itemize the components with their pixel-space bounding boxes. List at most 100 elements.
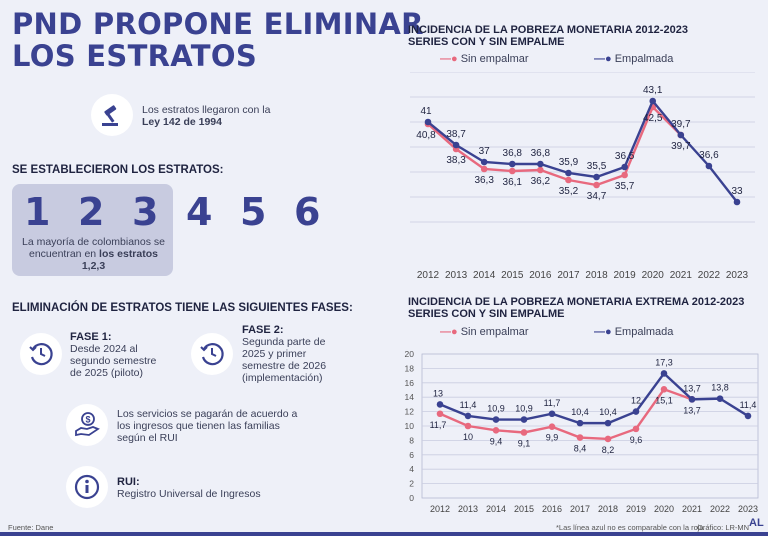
phase-2-text: Segunda parte de 2025 y primer semestre …: [242, 336, 327, 384]
data-point: [492, 427, 500, 434]
data-point: [548, 423, 556, 431]
data-label: 35,9: [559, 157, 579, 168]
data-label: 13,8: [711, 383, 729, 393]
chart2-legend-blue: —● Empalmada: [594, 326, 674, 338]
data-label: 35,2: [559, 186, 579, 197]
data-point: [480, 165, 488, 173]
data-label: 43,1: [643, 85, 663, 96]
x-tick-label: 2014: [486, 504, 506, 514]
x-tick-label: 2014: [473, 270, 496, 281]
y-tick-label: 10: [405, 421, 415, 431]
data-label: 38,3: [446, 155, 466, 166]
x-tick-label: 2017: [570, 504, 590, 514]
y-tick-label: 16: [405, 378, 415, 388]
strata-number-6: 6: [294, 190, 321, 234]
strata-number-1: 1: [24, 190, 51, 234]
x-tick-label: 2022: [698, 270, 721, 281]
strata-number-3: 3: [132, 190, 159, 234]
data-label: 36,8: [531, 148, 551, 159]
data-point: [436, 410, 444, 418]
data-label: 39,7: [671, 141, 691, 152]
rui: RUI: Registro Universal de Ingresos: [117, 476, 307, 500]
x-tick-label: 2023: [726, 270, 749, 281]
data-label: 35,7: [615, 181, 635, 192]
data-label: 13,7: [683, 383, 701, 393]
page-title: PND PROPONE ELIMINAR LOS ESTRATOS: [12, 8, 424, 72]
data-point: [660, 385, 668, 393]
x-tick-label: 2018: [585, 270, 608, 281]
x-tick-label: 2012: [430, 504, 450, 514]
data-label: 37: [479, 146, 491, 157]
x-tick-label: 2022: [710, 504, 730, 514]
rui-title: RUI:: [117, 476, 140, 488]
phase-1-text: Desde 2024 al segundo semestre de 2025 (…: [70, 343, 157, 379]
data-point: [537, 160, 544, 168]
data-label: 33: [731, 186, 743, 197]
chart2-title: INCIDENCIA DE LA POBREZA MONETARIA EXTRE…: [408, 296, 745, 320]
x-tick-label: 2015: [501, 270, 524, 281]
data-label: 13,7: [683, 405, 701, 415]
strata-number-5: 5: [240, 190, 267, 234]
data-label: 11,7: [430, 420, 447, 430]
data-label: 12: [631, 396, 641, 406]
data-label: 36,3: [474, 175, 494, 186]
logo: AL: [749, 517, 764, 529]
data-point: [520, 416, 528, 423]
rui-text: Registro Universal de Ingresos: [117, 488, 261, 500]
strata-number-4: 4: [186, 190, 213, 234]
data-label: 36,6: [699, 150, 719, 161]
data-point: [436, 401, 444, 408]
info-icon: [74, 474, 100, 500]
services-text: Los servicios se pagarán de acuerdo a lo…: [117, 408, 298, 444]
gavel-icon-circle: [91, 94, 133, 136]
data-label: 11,4: [740, 400, 757, 410]
data-point: [733, 198, 741, 206]
data-point: [537, 166, 544, 174]
footer-note: *Las línea azul no es comparable con la …: [556, 523, 704, 532]
strata-number-2: 2: [78, 190, 105, 234]
strata-note-bold: los estratos 1,2,3: [81, 248, 158, 272]
data-label: 41: [420, 106, 432, 117]
data-label: 10,9: [487, 404, 505, 414]
phases-heading: ELIMINACIÓN DE ESTRATOS TIENE LAS SIGUIE…: [12, 302, 353, 314]
data-label: 36,2: [531, 176, 551, 187]
data-label: 38,7: [446, 129, 466, 140]
footer-credit: Gráfico: LR-MN: [697, 523, 750, 532]
data-point: [480, 158, 488, 166]
bottom-bar: [0, 532, 768, 536]
phase-1: FASE 1: Desde 2024 al segundo semestre d…: [70, 331, 170, 379]
data-label: 9,6: [630, 435, 643, 445]
x-tick-label: 2021: [682, 504, 702, 514]
data-label: 39,7: [671, 119, 691, 130]
data-point: [621, 171, 628, 179]
data-label: 36,1: [503, 177, 523, 188]
data-point: [492, 416, 500, 423]
data-label: 11,4: [460, 400, 477, 410]
data-point: [565, 169, 572, 177]
y-tick-label: 14: [405, 392, 415, 402]
data-point: [576, 419, 584, 427]
data-point: [508, 160, 516, 168]
chart1-svg: 2012 2013 2014 2015 2016 2017 2018 2019 2020 2021…: [410, 72, 755, 281]
y-tick-label: 20: [405, 349, 415, 359]
strata-note: La mayoría de colombianos se encuentran …: [22, 236, 165, 272]
chart1-legend-pink: —● Sin empalmar: [440, 53, 529, 65]
data-point: [677, 131, 685, 139]
data-label: 34,7: [587, 191, 607, 202]
y-tick-label: 0: [409, 493, 414, 503]
data-point: [508, 167, 516, 175]
series-line-sin-empalmar: [427, 104, 682, 187]
data-label: 8,4: [574, 444, 587, 454]
x-tick-label: 2016: [542, 504, 562, 514]
y-tick-label: 8: [409, 435, 414, 445]
data-label: 10,9: [515, 404, 533, 414]
phase-1-title: FASE 1:: [70, 331, 112, 343]
svg-text:$: $: [85, 415, 90, 425]
data-point: [464, 422, 472, 430]
data-label: 8,2: [602, 445, 615, 455]
x-tick-label: 2020: [642, 270, 665, 281]
data-point: [705, 162, 713, 170]
x-tick-label: 2023: [738, 504, 758, 514]
data-point: [688, 396, 696, 403]
